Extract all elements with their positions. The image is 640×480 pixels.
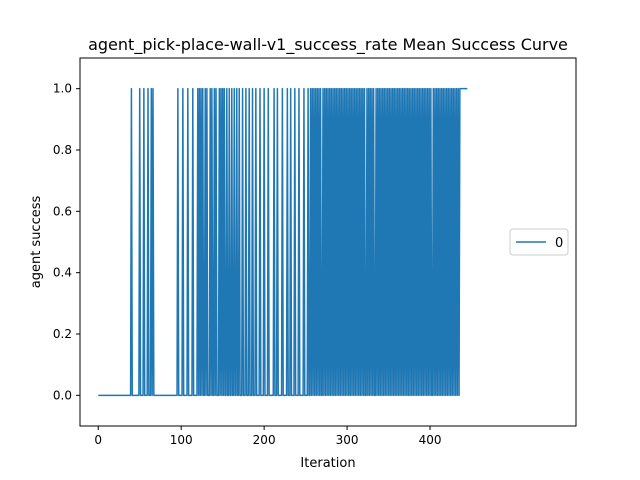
x-axis-ticks: 0 100 200 300 400 (94, 426, 441, 447)
y-tick-label: 0.4 (53, 266, 72, 280)
y-tick-label: 0.8 (53, 143, 72, 157)
plot-area (98, 87, 468, 397)
y-tick-label: 0.6 (53, 204, 72, 218)
x-tick-label: 100 (170, 433, 193, 447)
y-tick-label: 0.2 (53, 327, 72, 341)
x-axis-label: Iteration (300, 456, 355, 471)
axes-frame (79, 57, 577, 427)
y-tick-label: 1.0 (53, 82, 72, 96)
series-line-0 (98, 87, 468, 397)
chart-title: agent_pick-place-wall-v1_success_rate Me… (88, 35, 568, 55)
y-axis-ticks: 0.0 0.2 0.4 0.6 0.8 1.0 (53, 82, 80, 402)
x-tick-label: 400 (419, 433, 442, 447)
legend: 0 (509, 228, 569, 256)
y-axis-label: agent success (29, 196, 44, 289)
y-tick-label: 0.0 (53, 388, 72, 402)
legend-series-label: 0 (555, 236, 563, 251)
x-tick-label: 0 (94, 433, 102, 447)
x-tick-label: 300 (336, 433, 359, 447)
x-tick-label: 200 (253, 433, 276, 447)
